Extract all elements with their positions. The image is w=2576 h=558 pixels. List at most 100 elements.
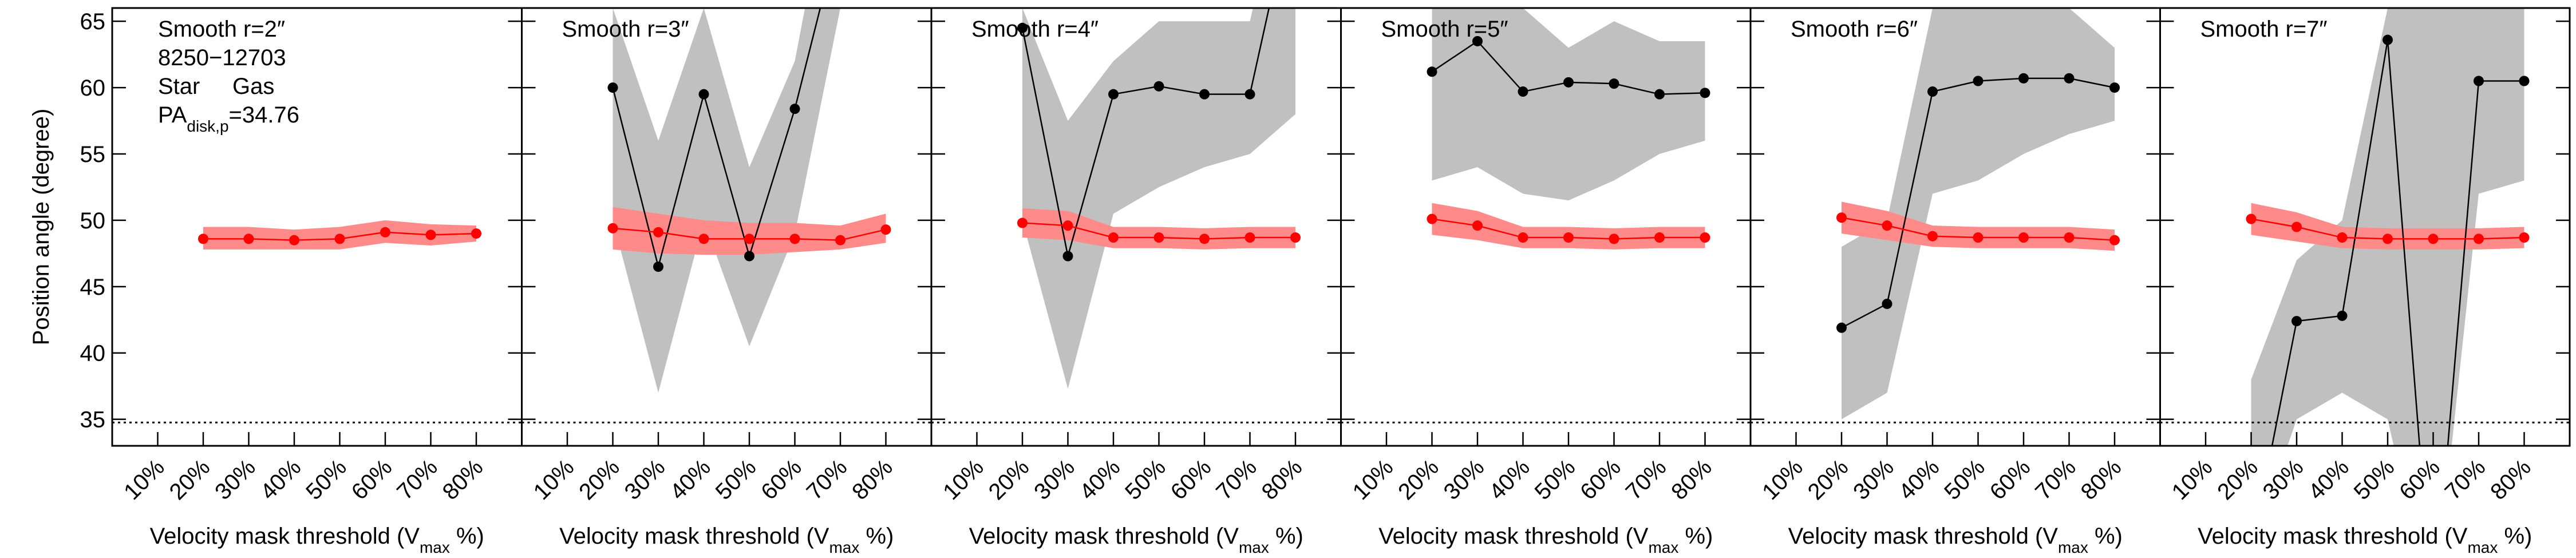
x-label-main: Velocity mask threshold (V xyxy=(2198,524,2468,549)
panel-title: Smooth r=2″ xyxy=(158,17,285,42)
panel-title: Smooth r=7″ xyxy=(2200,17,2328,42)
x-tick-label: 50% xyxy=(711,454,761,505)
y-tick-label: 50 xyxy=(80,208,106,234)
point xyxy=(1290,232,1301,243)
plot-area xyxy=(2160,8,2570,446)
x-tick-label: 50% xyxy=(1120,454,1171,505)
x-label-sub: max xyxy=(829,539,859,556)
point xyxy=(1427,213,1437,224)
point xyxy=(1017,22,1028,33)
x-axis-label: Velocity mask threshold (Vmax %) xyxy=(150,524,484,556)
point xyxy=(1062,220,1073,231)
point xyxy=(653,227,663,238)
point xyxy=(2474,76,2484,86)
x-tick-label: 20% xyxy=(1393,454,1444,505)
point xyxy=(1609,234,1619,244)
x-tick-label: 50% xyxy=(2349,454,2400,505)
band xyxy=(2251,203,2524,250)
x-tick-label: 10% xyxy=(119,454,169,505)
y-axis-label: Position angle (degree) xyxy=(29,109,54,346)
x-tick-label: 70% xyxy=(1621,454,1672,505)
point xyxy=(1108,89,1119,100)
x-tick-label: 20% xyxy=(1803,454,1854,505)
x-label-main: Velocity mask threshold (V xyxy=(1788,524,2059,549)
point xyxy=(1927,86,1938,97)
point xyxy=(1609,78,1619,89)
plot-area xyxy=(521,8,931,424)
x-tick-label: 30% xyxy=(1439,454,1490,505)
point xyxy=(1563,77,1574,88)
point xyxy=(1836,322,1847,333)
point xyxy=(2383,34,2393,45)
x-tick-label: 30% xyxy=(2258,454,2309,505)
x-tick-label: 10% xyxy=(1348,454,1398,505)
x-tick-label: 40% xyxy=(1484,454,1535,505)
x-label-sub: max xyxy=(1239,539,1269,556)
x-label-sub: max xyxy=(1648,539,1678,556)
point xyxy=(1472,220,1483,231)
x-tick-label: 50% xyxy=(1530,454,1581,505)
y-tick-label: 60 xyxy=(80,76,106,101)
x-tick-label: 60% xyxy=(756,454,807,505)
band xyxy=(1842,201,2115,251)
x-label-tail: %) xyxy=(1269,524,1303,549)
point xyxy=(2064,73,2075,84)
x-label-main: Velocity mask threshold (V xyxy=(559,524,829,549)
plot-area xyxy=(931,8,1341,424)
x-tick-label: 20% xyxy=(165,454,215,505)
legend-gas: Gas xyxy=(232,74,274,99)
x-tick-label: 60% xyxy=(347,454,397,505)
plot-area xyxy=(1341,8,1751,424)
y-tick-label: 45 xyxy=(80,275,106,300)
point xyxy=(243,234,254,244)
point xyxy=(380,227,390,238)
point xyxy=(789,104,800,114)
panel: 10%20%30%40%50%60%70%80% Velocity mask th… xyxy=(1749,7,2161,556)
band xyxy=(1432,8,1705,201)
x-axis-label: Velocity mask threshold (Vmax %) xyxy=(1378,524,1713,556)
x-label-main: Velocity mask threshold (V xyxy=(1378,524,1649,549)
y-tick-label: 35 xyxy=(80,407,106,433)
point xyxy=(2428,234,2439,244)
point xyxy=(2383,234,2393,244)
point xyxy=(2519,232,2530,243)
point xyxy=(1062,251,1073,262)
x-axis-label: Velocity mask threshold (Vmax %) xyxy=(1788,524,2123,556)
x-tick-label: 80% xyxy=(1257,454,1307,505)
point xyxy=(2064,232,2075,243)
x-tick-label: 40% xyxy=(2304,454,2354,505)
x-tick-label: 30% xyxy=(620,454,670,505)
point xyxy=(1882,298,1893,309)
x-label-tail: %) xyxy=(2498,524,2532,549)
panel-title: Smooth r=3″ xyxy=(562,17,689,42)
point xyxy=(2291,221,2302,232)
point xyxy=(1973,76,1984,86)
point xyxy=(1927,231,1938,242)
x-tick-label: 10% xyxy=(1757,454,1808,505)
point xyxy=(334,234,345,244)
series-line xyxy=(612,8,821,270)
x-axis-label: Velocity mask threshold (Vmax %) xyxy=(969,524,1303,556)
point xyxy=(2018,232,2029,243)
point xyxy=(1973,232,1984,243)
point xyxy=(880,224,891,235)
point xyxy=(198,234,208,244)
y-tick-label: 40 xyxy=(80,341,106,366)
panel: 10%20%30%40%50%60%70%80% Velocity mask th… xyxy=(521,7,933,556)
point xyxy=(698,234,709,244)
x-tick-label: 70% xyxy=(802,454,852,505)
x-tick-label: 80% xyxy=(1666,454,1717,505)
x-tick-label: 30% xyxy=(210,454,260,505)
x-tick-label: 10% xyxy=(529,454,579,505)
x-tick-label: 20% xyxy=(574,454,625,505)
x-tick-label: 60% xyxy=(1575,454,1626,505)
point xyxy=(471,228,481,239)
x-tick-label: 50% xyxy=(301,454,351,505)
x-tick-label: 20% xyxy=(984,454,1034,505)
plate-id: 8250−12703 xyxy=(158,45,286,70)
point xyxy=(1244,89,1255,100)
x-tick-label: 70% xyxy=(1211,454,1262,505)
point xyxy=(1244,232,1255,243)
point xyxy=(607,223,618,234)
